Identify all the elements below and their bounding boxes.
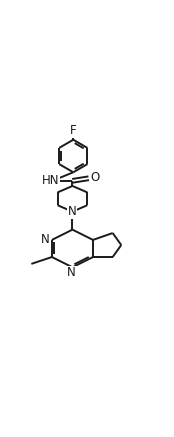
Text: F: F (70, 125, 77, 137)
Text: N: N (68, 205, 77, 218)
Text: O: O (91, 171, 100, 184)
Text: N: N (41, 232, 50, 246)
Text: N: N (67, 266, 76, 279)
Text: HN: HN (41, 174, 59, 187)
